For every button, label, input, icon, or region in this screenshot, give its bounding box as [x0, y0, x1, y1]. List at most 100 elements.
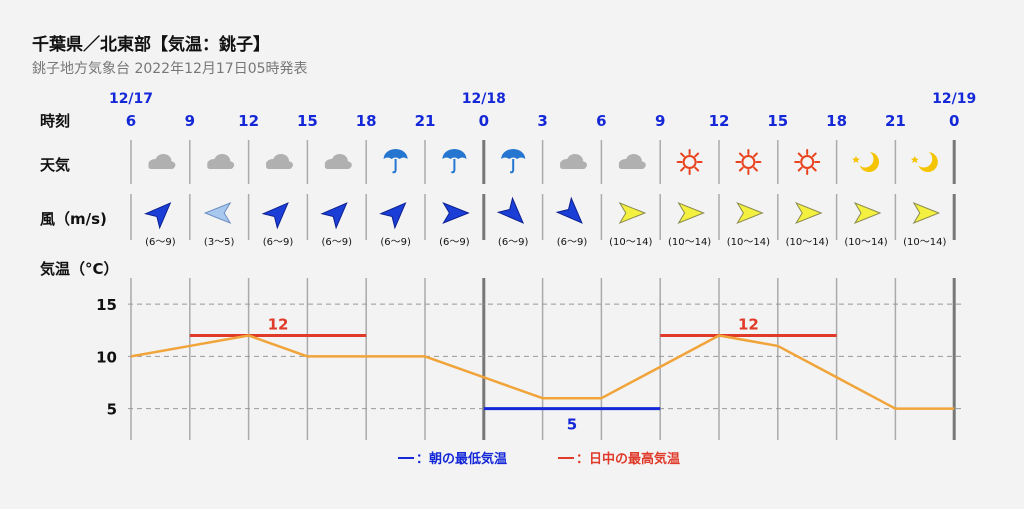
date-label: 12/18	[462, 91, 506, 107]
sun-disc	[800, 155, 815, 169]
sun-disc	[682, 155, 697, 169]
time-label: 9	[185, 112, 195, 130]
wind-arrow-icon	[442, 201, 470, 225]
time-label: 12	[709, 112, 730, 130]
wind-arrow-icon	[912, 201, 941, 225]
sun-ray	[738, 152, 744, 158]
moon-cutout	[915, 150, 933, 168]
time-label: 18	[826, 112, 847, 130]
sun-ray	[797, 166, 803, 172]
wind-arrow-icon	[677, 201, 705, 225]
wind-speed-label: (6～9)	[263, 237, 294, 248]
legend-max-label: ：日中の最高気温	[576, 451, 680, 467]
date-label: 12/19	[932, 91, 976, 107]
page-title: 千葉県／北東部【気温：銚子】	[32, 35, 270, 55]
time-label: 6	[126, 112, 136, 130]
umbrella-icon	[383, 149, 408, 174]
time-label: 15	[297, 112, 318, 130]
wind-speed-label: (10～14)	[609, 237, 652, 248]
cloud-part	[324, 164, 351, 169]
star-shape	[852, 156, 860, 163]
temp-tick-label: 10	[96, 348, 117, 366]
wind-speed-label: (6～9)	[380, 237, 411, 248]
moon-cutout	[856, 150, 874, 168]
time-label: 9	[655, 112, 665, 130]
sun-ray	[680, 166, 685, 172]
wind-speed-label: (6～9)	[557, 237, 588, 248]
cloud-part	[618, 164, 645, 169]
time-label: 15	[767, 112, 788, 130]
time-label: 12	[238, 112, 259, 130]
sun-ray	[694, 166, 700, 172]
umbrella-handle	[509, 159, 515, 174]
cloud-icon	[148, 154, 176, 169]
sun-ray	[811, 152, 817, 158]
cloud-icon	[266, 154, 293, 169]
wind-row-label: 風（m/s)	[40, 210, 107, 228]
sun-disc	[741, 155, 756, 169]
sun-ray	[680, 152, 685, 158]
page-subtitle: 銚子地方気象台 2022年12月17日05時発表	[32, 61, 308, 77]
wind-speed-label: (6～9)	[439, 237, 470, 248]
sun-ray	[753, 166, 758, 172]
wind-speed-label: (10～14)	[727, 237, 770, 248]
sun-icon	[794, 149, 821, 175]
sun-ray	[738, 166, 744, 172]
wind-speed-label: (3～5)	[204, 237, 235, 248]
wind-arrow-icon	[203, 201, 232, 225]
cloud-part	[207, 164, 234, 169]
wind-speed-label: (10～14)	[903, 237, 946, 248]
cloud-part	[560, 164, 586, 169]
umbrella-handle	[392, 159, 397, 174]
sun-ray	[797, 152, 803, 158]
max-temp-label: 12	[738, 315, 759, 333]
star-shape	[910, 156, 919, 163]
cloud-icon	[560, 154, 587, 169]
sun-icon	[735, 149, 762, 175]
wind-speed-label: (10～14)	[786, 237, 829, 248]
temp-tick-label: 15	[96, 296, 117, 314]
wind-arrow-icon	[795, 201, 823, 225]
sun-ray	[811, 166, 817, 172]
sun-ray	[753, 152, 758, 158]
temp-row-label: 気温（°C）	[40, 260, 119, 278]
umbrella-canopy	[383, 149, 408, 159]
sun-icon	[676, 149, 703, 175]
wind-speed-label: (6～9)	[322, 237, 353, 248]
cloud-icon	[618, 154, 646, 169]
weather-row-label: 天気	[40, 156, 70, 174]
time-row-label: 時刻	[40, 112, 70, 130]
time-label: 0	[949, 112, 959, 130]
cloud-icon	[324, 154, 352, 169]
umbrella-icon	[442, 149, 467, 174]
sun-ray	[694, 152, 700, 158]
umbrella-icon	[501, 149, 526, 174]
wind-arrow-icon	[555, 196, 583, 224]
wind-arrow-icon	[261, 202, 289, 230]
moon-icon	[910, 150, 938, 172]
cloud-part	[266, 164, 292, 169]
wind-speed-label: (6～9)	[498, 237, 529, 248]
wind-arrow-icon	[618, 201, 647, 225]
moon-icon	[852, 150, 879, 172]
time-label: 21	[885, 112, 906, 130]
wind-arrow-icon	[379, 202, 407, 230]
wind-arrow-icon	[853, 201, 882, 225]
wind-arrow-icon	[736, 201, 764, 225]
min-temp-label: 5	[567, 416, 577, 434]
time-label: 3	[537, 112, 547, 130]
wind-arrow-icon	[320, 202, 348, 230]
time-label: 0	[479, 112, 489, 130]
wind-arrow-icon	[143, 202, 172, 230]
cloud-part	[148, 164, 175, 169]
legend-min-label: ：朝の最低気温	[416, 451, 507, 467]
time-label: 21	[415, 112, 436, 130]
wind-speed-label: (6～9)	[145, 237, 176, 248]
cloud-icon	[207, 154, 235, 169]
umbrella-canopy	[501, 149, 526, 159]
max-temp-label: 12	[268, 315, 289, 333]
date-label: 12/17	[109, 91, 153, 107]
temp-tick-label: 5	[107, 401, 117, 419]
wind-speed-label: (10～14)	[668, 237, 711, 248]
